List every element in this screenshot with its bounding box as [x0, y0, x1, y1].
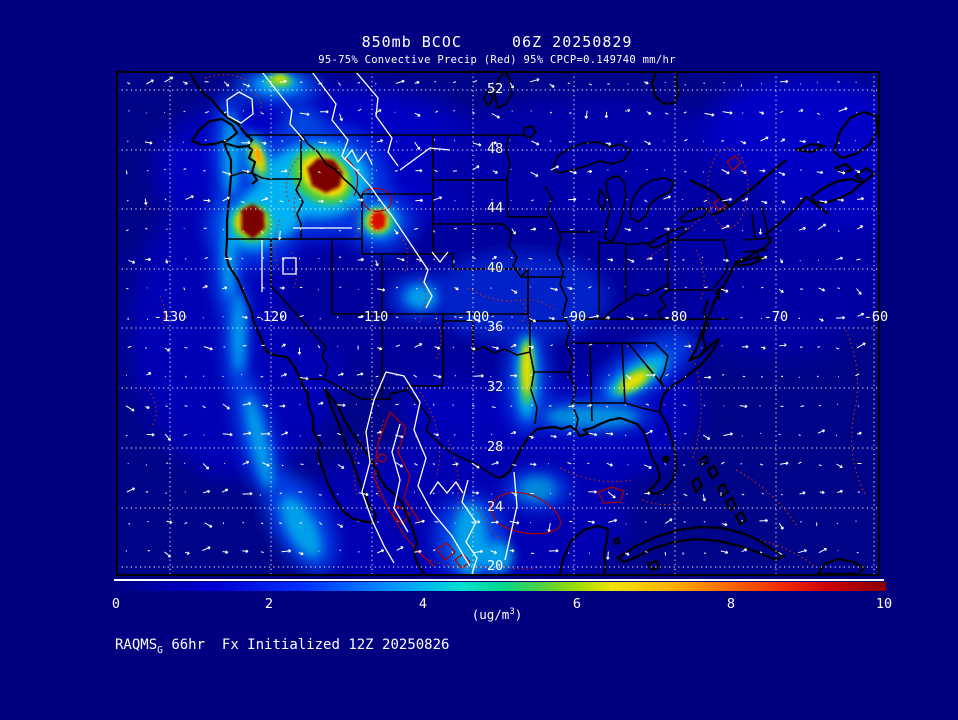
- colorbar-tick-label: 4: [418, 596, 428, 612]
- colorbar-gradient: [114, 582, 886, 591]
- lat-tick-label: 24: [487, 499, 504, 515]
- lat-tick-label: 52: [487, 81, 504, 97]
- lat-tick-label: 44: [487, 200, 504, 216]
- lon-tick-label: -80: [662, 309, 688, 325]
- lat-tick-label: 48: [487, 141, 504, 157]
- lat-tick-label: 32: [487, 379, 504, 395]
- lat-tick-label: 40: [487, 260, 504, 276]
- lat-tick-label: 20: [487, 558, 504, 574]
- state-borders: [227, 133, 773, 479]
- lat-tick-label: 28: [487, 439, 504, 455]
- units-superscript: 3: [509, 607, 515, 617]
- lon-tick-label: -110: [355, 309, 389, 325]
- map-frame: [116, 71, 880, 576]
- lon-tick-label: -120: [254, 309, 288, 325]
- model-name: RAQMS: [115, 637, 158, 653]
- wind-vectors-path: [125, 76, 866, 560]
- plot-title: 850mb BCOC 06Z 20250829: [361, 33, 633, 51]
- lat-tick-label: 36: [487, 319, 504, 335]
- model-footer: RAQMSG 66hr Fx Initialized 12Z 20250826: [115, 637, 449, 656]
- colorbar-tick-label: 0: [111, 596, 121, 612]
- colorbar-topline: [114, 579, 884, 581]
- lon-tick-label: -70: [763, 309, 789, 325]
- footer-text: 66hr Fx Initialized 12Z 20250826: [162, 637, 450, 653]
- colorbar-tick-label: 2: [264, 596, 274, 612]
- colorbar-tick-label: 8: [726, 596, 736, 612]
- graticule-gridlines: [117, 72, 879, 575]
- units-text: (ug/m: [471, 607, 510, 623]
- plot-subtitle: 95-75% Convective Precip (Red) 95% CPCP=…: [318, 54, 676, 66]
- lon-tick-label: -100: [456, 309, 490, 325]
- lon-tick-label: -90: [561, 309, 587, 325]
- wind-vector-field: [125, 76, 866, 560]
- concentration-field-hot-cores: [239, 147, 386, 239]
- colorbar-units-label: (ug/m3): [472, 607, 523, 622]
- lon-tick-label: -130: [153, 309, 187, 325]
- colorbar-tick-label: 10: [875, 596, 893, 612]
- lon-tick-label: -60: [863, 309, 889, 325]
- model-name-subscript: G: [157, 644, 163, 656]
- units-text: ): [514, 607, 523, 623]
- colorbar-tick-label: 6: [572, 596, 582, 612]
